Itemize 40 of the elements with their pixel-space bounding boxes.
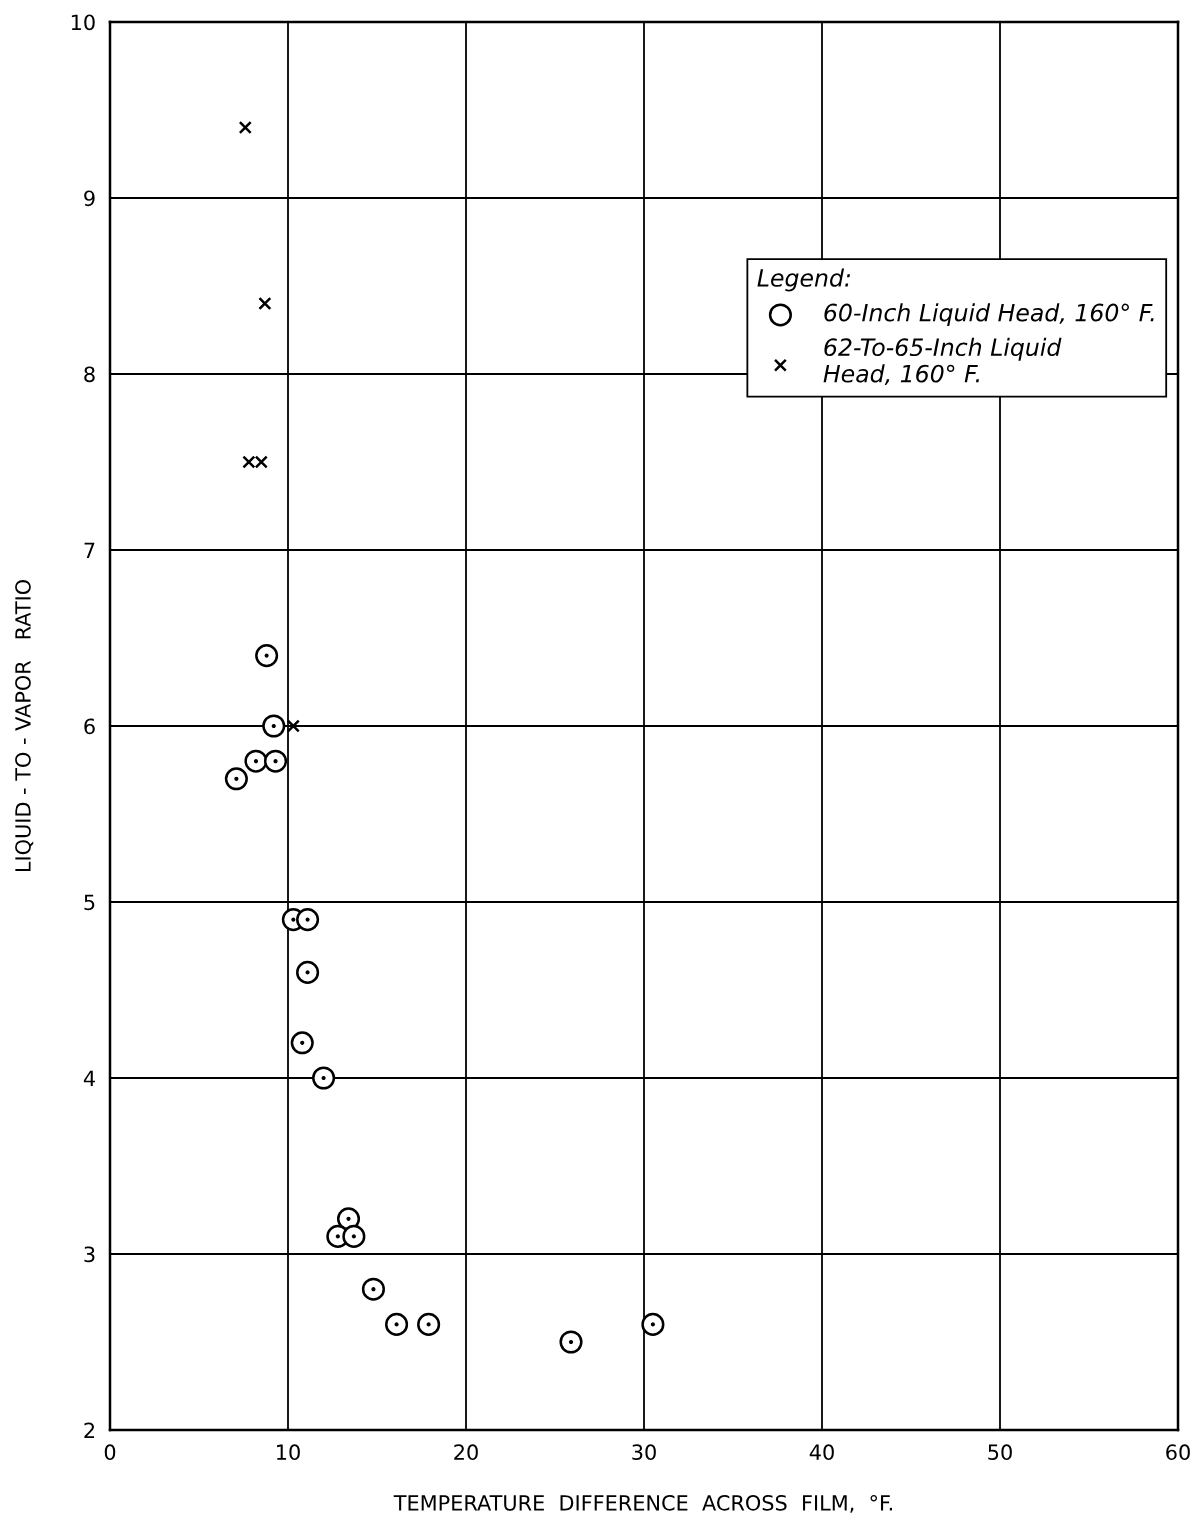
point xyxy=(385,1312,409,1336)
point xyxy=(559,1330,583,1354)
y-tick-label: 10 xyxy=(71,14,95,31)
point xyxy=(296,960,320,984)
x-tick-label: 30 xyxy=(632,1444,656,1461)
point xyxy=(361,1277,385,1301)
point xyxy=(290,1031,314,1055)
legend-title: Legend: xyxy=(757,268,850,292)
y-tick-label: 3 xyxy=(84,1246,95,1263)
x-tick-label: 40 xyxy=(809,1444,834,1461)
y-tick-label: 7 xyxy=(84,542,95,558)
y-tick-label: 5 xyxy=(84,894,95,911)
point xyxy=(244,749,268,773)
y-tick-label: 4 xyxy=(83,1070,95,1086)
point xyxy=(224,767,248,791)
y-tick-label: 9 xyxy=(84,190,95,207)
point xyxy=(238,120,252,135)
x-axis-title: TEMPERATURE DIFFERENCE ACROSS FILM, °F. xyxy=(393,1494,892,1513)
point xyxy=(641,1312,665,1336)
y-axis-title: LIQUID - TO - VAPOR RATIO xyxy=(15,580,34,872)
x-tick-label: 0 xyxy=(104,1444,116,1461)
y-tick-label: 8 xyxy=(84,366,95,383)
point xyxy=(262,714,286,738)
point xyxy=(336,1207,361,1231)
x-tick-label: 10 xyxy=(277,1444,300,1461)
x-tick-label: 50 xyxy=(988,1444,1012,1461)
point xyxy=(286,719,300,733)
legend-label: 60-Inch Liquid Head, 160° F. xyxy=(824,303,1154,326)
point xyxy=(417,1312,441,1336)
point xyxy=(296,908,320,932)
point xyxy=(255,644,279,668)
y-tick-label: 6 xyxy=(84,718,95,735)
point xyxy=(263,749,288,773)
y-tick-label: 2 xyxy=(84,1422,95,1438)
point xyxy=(342,1224,366,1248)
point xyxy=(312,1066,336,1090)
x-tick-label: 60 xyxy=(1166,1444,1190,1461)
legend-label: 62-To-65-Inch Liquid Head, 160° F. xyxy=(823,337,1062,385)
x-tick-label: 20 xyxy=(454,1444,478,1461)
point xyxy=(258,296,272,311)
